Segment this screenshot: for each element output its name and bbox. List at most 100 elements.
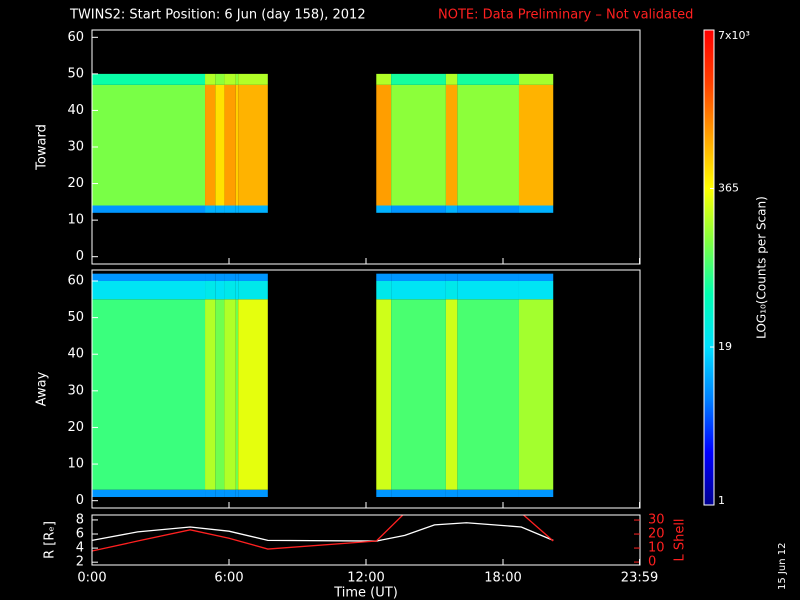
heatmap-cell (445, 489, 458, 498)
heatmap-cell (92, 280, 206, 300)
heatmap-cell (391, 299, 446, 490)
heatmap-cell (518, 280, 554, 300)
y-tick-label: 20 (67, 420, 84, 435)
heatmap-cell (457, 73, 519, 85)
heatmap-cell (445, 273, 458, 281)
heatmap-cell (518, 73, 554, 85)
y-tick-label: 20 (67, 176, 84, 191)
y-tick-label: 10 (67, 213, 84, 228)
line-group (92, 515, 554, 552)
heatmap-cell (518, 84, 554, 206)
heatmap-cell (238, 489, 268, 498)
x-tick-label: 23:59 (621, 571, 658, 586)
heatmap-cell (238, 280, 268, 300)
heatmap-cell (235, 489, 239, 498)
y-tick-label: 60 (67, 30, 84, 45)
heatmap-cell (376, 73, 392, 85)
heatmap-cell (215, 273, 225, 281)
heatmap-cell (224, 205, 236, 213)
heatmap-cell (445, 280, 458, 300)
heatmap-cell (224, 299, 236, 490)
heatmap-cell (224, 280, 236, 300)
y-tick-label: 30 (67, 140, 84, 155)
x-tick-label: 0:00 (77, 571, 106, 586)
y-tick-label: 6 (76, 527, 84, 542)
y-tick-label: 0 (76, 249, 84, 264)
y-tick-label: 10 (67, 457, 84, 472)
heatmap-cell (215, 489, 225, 498)
heatmap-cell (445, 84, 458, 206)
chart-title: TWINS2: Start Position: 6 Jun (day 158),… (69, 8, 366, 23)
heatmap-cell (391, 273, 446, 281)
heatmap-cell (376, 489, 392, 498)
y-tick-label: 40 (67, 347, 84, 362)
heatmap-cell (224, 73, 236, 85)
series-line (92, 515, 554, 552)
heatmap-cell (235, 273, 239, 281)
heatmap-cell (224, 489, 236, 498)
heatmap-cell (391, 489, 446, 498)
colorbar-tick-label: 1 (718, 494, 725, 507)
date-stamp: 15 Jun 12 (777, 543, 788, 590)
heatmap-cell (457, 280, 519, 300)
heatmap-cell (238, 205, 268, 213)
y-tick-label: 0 (648, 555, 656, 570)
heatmap-cell (235, 280, 239, 300)
heatmap-cell (457, 489, 519, 498)
heatmap-cell (215, 280, 225, 300)
y-tick-label: 20 (648, 527, 665, 542)
heatmap-cell (92, 299, 206, 490)
heatmap-cell (457, 273, 519, 281)
y-tick-label: 4 (76, 541, 84, 556)
x-tick-label: 12:00 (347, 571, 384, 586)
colorbar-label: LOG₁₀(Counts per Scan) (755, 196, 769, 339)
y-tick-label: 0 (76, 493, 84, 508)
y2-axis-label: L Shell (673, 518, 688, 561)
heatmap-cell (238, 273, 268, 281)
y-tick-label: 50 (67, 310, 84, 325)
note: NOTE: Data Preliminary – Not validated (438, 8, 693, 23)
heatmap-cell (205, 73, 216, 85)
series-line (92, 522, 554, 542)
y-tick-label: 30 (648, 513, 665, 528)
heatmap-cell (205, 84, 216, 206)
frame (91, 514, 641, 566)
y-tick-label: 8 (76, 512, 84, 527)
y-tick-label: 2 (76, 555, 84, 570)
colorbar-tick-label: 19 (718, 340, 732, 353)
colorbar-tick-label: 365 (718, 181, 739, 194)
heatmap-cell (238, 73, 268, 85)
y-tick-label: 30 (67, 383, 84, 398)
heatmap-cell (215, 205, 225, 213)
heatmap-cell (238, 299, 268, 490)
heatmap-cell (205, 205, 216, 213)
heatmap-cell (376, 205, 392, 213)
colorbar-tick-label: 7x10³ (718, 29, 750, 42)
y-tick-label: 50 (67, 66, 84, 81)
heatmap-cell (518, 299, 554, 490)
heatmap-cell (445, 299, 458, 490)
heatmap-cell (92, 489, 206, 498)
heatmap-cell (445, 205, 458, 213)
heatmap-cell (224, 273, 236, 281)
y-tick-label: 60 (67, 273, 84, 288)
heatmap-cell (457, 84, 519, 206)
heatmap-cell (518, 205, 554, 213)
heatmap-cell (376, 280, 392, 300)
y-tick-label: 10 (648, 541, 665, 556)
y-axis-label: Toward (35, 124, 50, 171)
x-axis-label: Time (UT) (333, 586, 398, 600)
heatmap-cell (92, 73, 206, 85)
heatmap-cell (205, 489, 216, 498)
heatmap-cell (445, 73, 458, 85)
heatmap-cell (215, 299, 225, 490)
x-tick-label: 18:00 (484, 571, 521, 586)
x-tick-label: 6:00 (214, 571, 243, 586)
heatmap-cell (376, 273, 392, 281)
y-axis-label: Away (35, 371, 50, 406)
heatmap-cell (215, 84, 225, 206)
heatmap-cell (92, 273, 206, 281)
heatmap-cell (205, 299, 216, 490)
heatmap-cell (391, 84, 446, 206)
